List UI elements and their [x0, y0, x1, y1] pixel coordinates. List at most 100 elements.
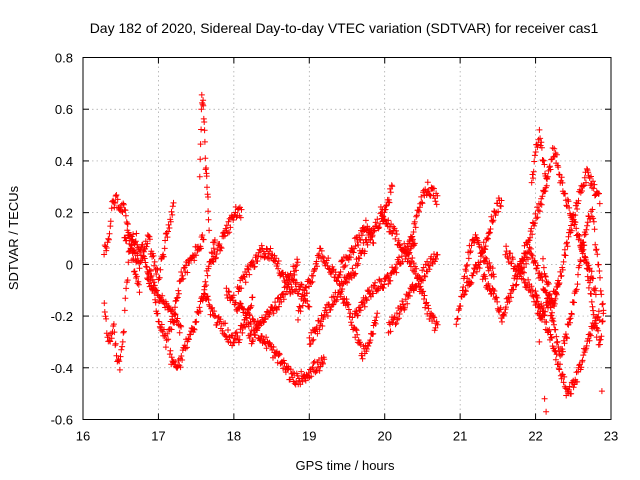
data-point: [431, 251, 437, 258]
data-point: [117, 204, 124, 211]
data-point: [491, 288, 498, 294]
data-point: [122, 207, 129, 214]
data-point: [356, 236, 363, 243]
data-point: [323, 309, 330, 316]
data-point: [293, 262, 300, 269]
data-point: [112, 200, 118, 206]
data-point: [355, 254, 362, 261]
data-point: [583, 342, 590, 349]
data-point: [471, 239, 478, 246]
data-point: [395, 237, 402, 244]
data-point: [276, 350, 283, 357]
data-point: [512, 282, 519, 289]
data-point: [350, 249, 357, 256]
data-point: [371, 227, 378, 234]
data-point: [508, 260, 515, 267]
data-point: [352, 326, 359, 333]
data-point: [125, 232, 132, 239]
data-point: [207, 311, 214, 318]
data-point: [525, 256, 531, 263]
data-point: [175, 363, 181, 370]
data-point: [322, 304, 329, 311]
data-point: [225, 288, 232, 295]
data-point: [210, 245, 217, 252]
data-point: [490, 273, 497, 280]
data-point: [371, 282, 378, 289]
data-point: [361, 300, 368, 307]
data-point: [413, 283, 420, 290]
data-point: [252, 332, 259, 339]
data-point: [222, 333, 229, 339]
data-point: [579, 183, 586, 190]
data-point: [549, 309, 555, 316]
data-point: [370, 228, 377, 235]
data-point: [242, 279, 249, 286]
data-point: [542, 188, 549, 195]
data-point: [235, 339, 242, 346]
data-point: [565, 198, 572, 205]
data-point: [316, 367, 323, 374]
data-point: [201, 286, 208, 293]
data-point: [349, 265, 356, 272]
data-point: [294, 372, 301, 379]
data-point: [583, 165, 590, 172]
data-point: [590, 218, 597, 225]
data-point: [184, 269, 191, 276]
x-tick-label: 20: [377, 429, 391, 444]
data-point: [534, 298, 540, 305]
data-point: [164, 234, 171, 241]
data-point: [270, 310, 277, 317]
data-point: [579, 239, 586, 246]
data-point: [526, 244, 533, 251]
chart-title: Day 182 of 2020, Sidereal Day-to-day VTE…: [90, 20, 599, 36]
data-point: [552, 356, 559, 363]
data-point: [533, 265, 540, 272]
data-point: [122, 212, 129, 219]
data-point: [561, 340, 568, 347]
data-point: [585, 169, 592, 176]
data-point: [392, 235, 399, 242]
data-point: [133, 273, 140, 280]
data-point: [168, 326, 175, 333]
data-point: [561, 246, 568, 253]
data-point: [590, 307, 597, 314]
data-point: [133, 230, 140, 237]
data-point: [541, 395, 548, 402]
data-point: [174, 294, 181, 301]
data-point: [349, 314, 356, 321]
data-point: [344, 301, 351, 308]
data-point: [568, 227, 575, 234]
data-point: [140, 247, 147, 254]
data-point: [319, 359, 326, 366]
data-point: [185, 336, 192, 343]
data-point: [560, 258, 567, 265]
data-point: [485, 230, 492, 237]
data-point: [564, 243, 571, 250]
data-point: [244, 265, 251, 272]
data-point: [553, 151, 560, 158]
data-point: [538, 139, 545, 146]
data-point: [543, 182, 550, 189]
data-point: [143, 243, 150, 250]
data-point: [289, 374, 296, 381]
data-point: [415, 280, 422, 287]
data-point: [576, 233, 583, 239]
data-point: [308, 279, 314, 286]
data-point: [135, 281, 142, 288]
data-point: [204, 272, 211, 279]
data-point: [534, 262, 541, 269]
data-point: [478, 253, 484, 260]
data-point: [165, 336, 172, 343]
data-point: [547, 331, 554, 338]
data-point: [596, 341, 603, 348]
data-point: [210, 258, 217, 265]
data-point: [226, 289, 233, 295]
data-point: [376, 224, 383, 231]
data-point: [486, 286, 493, 293]
data-point: [589, 206, 596, 213]
data-point: [387, 328, 394, 335]
data-point: [421, 292, 428, 299]
data-point: [400, 301, 407, 308]
data-point: [582, 231, 589, 238]
data-point: [462, 288, 469, 295]
